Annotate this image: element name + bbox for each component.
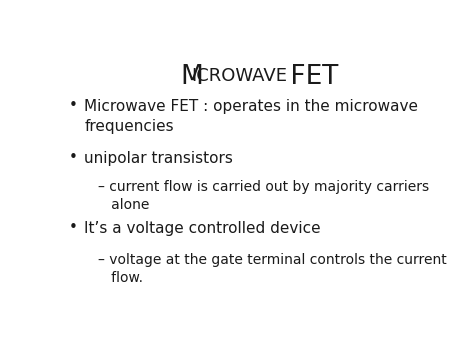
Text: •: • [68, 98, 77, 113]
Text: unipolar transistors: unipolar transistors [84, 151, 233, 166]
Text: FET: FET [282, 64, 338, 90]
Text: ICROWAVE: ICROWAVE [192, 67, 288, 86]
Text: – current flow is carried out by majority carriers
   alone: – current flow is carried out by majorit… [98, 180, 429, 212]
Text: It’s a voltage controlled device: It’s a voltage controlled device [84, 221, 321, 237]
Text: M: M [180, 64, 203, 90]
Text: •: • [68, 150, 77, 165]
Text: Microwave FET : operates in the microwave
frequencies: Microwave FET : operates in the microwav… [84, 99, 418, 134]
Text: – voltage at the gate terminal controls the current
   flow.: – voltage at the gate terminal controls … [98, 253, 447, 285]
Text: •: • [68, 220, 77, 235]
